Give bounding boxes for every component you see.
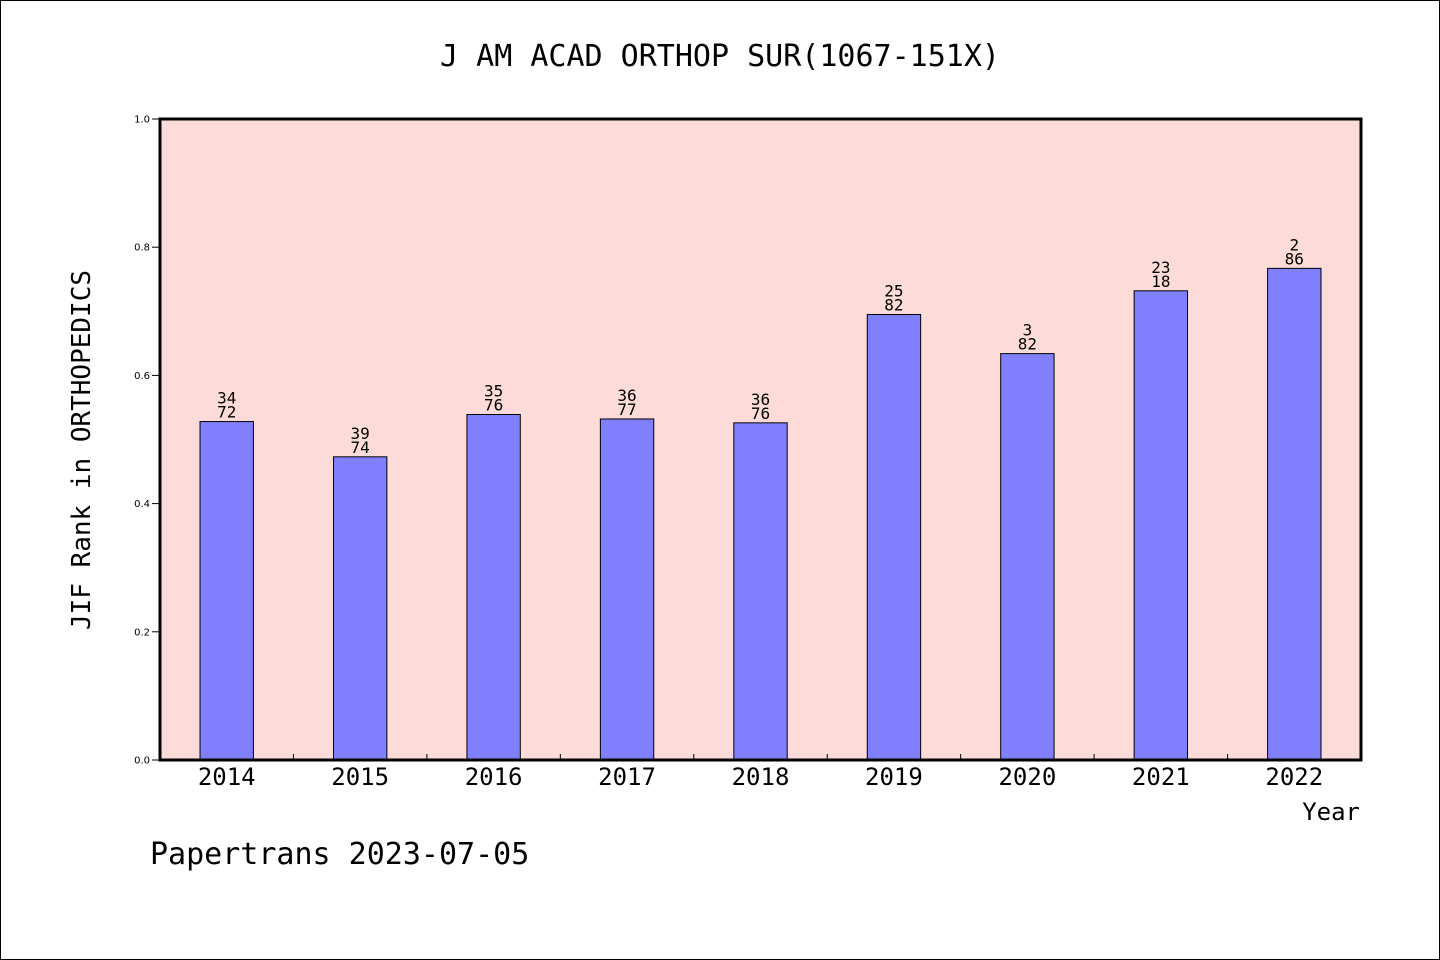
bar-2022 [1267,267,1322,761]
x-axis-label: Year [1302,798,1360,826]
x-tick-label-2021: 2021 [1132,763,1190,791]
bar-2019 [866,314,922,761]
bar-2017 [599,418,655,761]
plot-border [158,117,1363,762]
bar-2021 [1133,290,1189,761]
bars-group [199,267,1322,761]
data-label-bottom-2015: 74 [351,438,370,457]
bar-2015 [332,456,388,761]
data-label-bottom-2014: 72 [217,403,236,422]
bar-2016 [466,414,521,761]
data-label-top-2020: 3 [1023,321,1033,340]
bar-2018 [733,422,788,761]
data-label-top-2015: 39 [351,424,370,443]
data-label-top-2016: 35 [484,382,503,401]
ticks-group: 2014 2015 2016 2017 2018 2019 2020 2021 2022 0.0 0… [134,115,1323,792]
data-label-bottom-2021: 18 [1151,272,1170,291]
data-label-top-2017: 36 [617,386,636,405]
data-label-bottom-2019: 82 [884,296,903,315]
y-tick-label: 1.0 [134,115,150,126]
x-tick-label-2014: 2014 [198,763,256,791]
data-label-top-2019: 25 [884,282,903,301]
x-tick-label-2022: 2022 [1265,763,1323,791]
data-label-bottom-2017: 77 [617,400,636,419]
data-label-bottom-2016: 76 [484,396,503,415]
data-label-bottom-2018: 76 [751,404,770,423]
y-axis-label: JIF Rank in ORTHOPEDICS [67,270,97,630]
data-label-top-2014: 34 [217,389,236,408]
footer-stamp: Papertrans 2023-07-05 [150,837,529,872]
bar-2020 [1000,353,1055,761]
x-tick-label-2019: 2019 [865,763,923,791]
y-tick-label: 0.6 [134,371,150,382]
x-tick-label-2018: 2018 [732,763,790,791]
x-tick-label-2017: 2017 [598,763,656,791]
y-tick-label: 0.0 [134,756,150,767]
data-label-top-2021: 23 [1151,258,1170,277]
data-label-top-2018: 36 [751,390,770,409]
x-tick-label-2020: 2020 [998,763,1056,791]
data-label-bottom-2020: 82 [1018,335,1037,354]
y-tick-label: 0.8 [134,243,150,254]
x-tick-label-2015: 2015 [331,763,389,791]
data-label-top-2022: 2 [1289,235,1299,254]
y-tick-label: 0.2 [134,627,150,638]
data-label-bottom-2022: 86 [1285,249,1304,268]
chart-title: J AM ACAD ORTHOP SUR(1067-151X) [440,39,1000,74]
x-tick-label-2016: 2016 [465,763,523,791]
bar-2014 [199,421,254,761]
y-tick-label: 0.4 [134,499,150,510]
